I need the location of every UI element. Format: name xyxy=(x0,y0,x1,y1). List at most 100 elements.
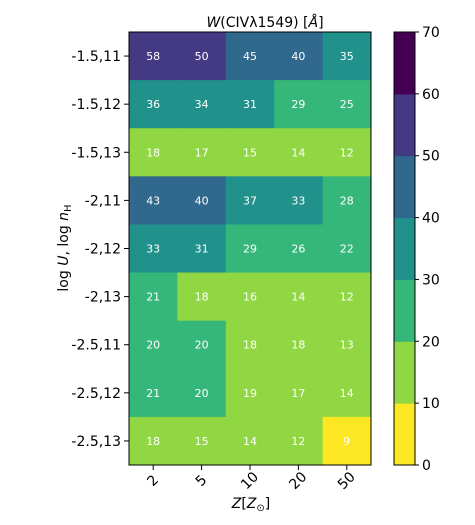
heatmap-cell xyxy=(274,272,324,322)
heatmap-cell xyxy=(177,272,227,322)
heatmap-cell xyxy=(129,320,178,370)
heatmap-cell xyxy=(129,176,178,225)
heatmap-cell xyxy=(129,224,178,274)
colorbar-tick-label: 0 xyxy=(422,458,431,474)
y-tick-label: -2.5,13 xyxy=(71,434,121,450)
cell-value-label: 13 xyxy=(340,339,354,352)
cell-value-label: 20 xyxy=(195,387,209,400)
colorbar-tick-label: 30 xyxy=(422,272,440,288)
heatmap-cell xyxy=(322,128,372,177)
y-tick-label: -2.5,11 xyxy=(71,338,121,354)
heatmap-cell xyxy=(274,368,324,418)
heatmap-cell xyxy=(322,320,372,370)
heatmap-cell xyxy=(177,224,227,274)
colorbar-tick-label: 70 xyxy=(422,25,440,41)
colorbar-bin xyxy=(394,279,415,342)
heatmap-cell xyxy=(225,80,275,129)
heatmap-cell xyxy=(129,128,178,177)
heatmap-cell xyxy=(274,224,324,274)
cell-value-label: 36 xyxy=(146,98,160,111)
heatmap-cell xyxy=(177,128,227,177)
heatmap-cell xyxy=(322,368,372,418)
cell-value-label: 19 xyxy=(243,387,257,400)
cell-value-label: 43 xyxy=(146,194,160,207)
heatmap-cell xyxy=(177,32,227,81)
cell-value-label: 18 xyxy=(195,291,209,304)
heatmap-cell xyxy=(129,368,178,418)
heatmap-cell xyxy=(225,320,275,370)
cell-value-label: 29 xyxy=(291,98,305,111)
colorbar-bin xyxy=(394,403,415,466)
cell-value-label: 21 xyxy=(146,387,160,400)
y-tick-label: -2,11 xyxy=(85,193,121,209)
cell-value-label: 16 xyxy=(243,291,257,304)
heatmap-cell xyxy=(322,80,372,129)
cell-value-label: 31 xyxy=(243,98,257,111)
y-tick-label: -2,13 xyxy=(85,290,121,306)
colorbar: 0 10 20 30 40 50 60 70 xyxy=(393,25,440,474)
x-tick-label: 50 xyxy=(335,469,359,493)
y-tick-label: -1.5,11 xyxy=(71,49,121,65)
cell-value-label: 14 xyxy=(243,435,257,448)
heatmap-cell xyxy=(322,224,372,274)
heatmap-cell xyxy=(322,416,372,466)
cell-value-label: 18 xyxy=(291,339,305,352)
heatmap-cell xyxy=(225,368,275,418)
heatmap-cell xyxy=(225,32,275,81)
heatmap-cell xyxy=(129,416,178,466)
cell-value-label: 14 xyxy=(340,387,354,400)
chart-title: W(CIVλ1549) [Å] xyxy=(206,14,323,31)
colorbar-bin xyxy=(394,93,415,157)
cell-value-label: 18 xyxy=(243,339,257,352)
x-axis-label: Z[Z⊙] xyxy=(231,496,271,514)
heatmap-cell xyxy=(225,128,275,177)
y-axis: -1.5,11 -1.5,12 -1.5,13 -2,11 -2,12 -2,13 -2.5… xyxy=(71,49,129,450)
cell-value-label: 22 xyxy=(340,243,354,256)
cell-value-label: 15 xyxy=(243,146,257,159)
cell-value-label: 50 xyxy=(195,50,209,63)
cell-value-label: 40 xyxy=(195,194,209,207)
y-axis-label: log U, log nH xyxy=(56,204,74,291)
cell-value-label: 25 xyxy=(340,98,354,111)
cell-value-label: 14 xyxy=(291,291,305,304)
heatmap-cell xyxy=(322,32,372,81)
y-tick-label: -1.5,12 xyxy=(71,97,121,113)
cell-value-label: 20 xyxy=(146,339,160,352)
heatmap-cell xyxy=(274,320,324,370)
cell-value-label: 29 xyxy=(243,243,257,256)
colorbar-tick-label: 60 xyxy=(422,87,440,103)
heatmap-cell xyxy=(225,224,275,274)
cell-value-label: 35 xyxy=(340,50,354,63)
heatmap-cell xyxy=(177,320,227,370)
heatmap-cell xyxy=(274,80,324,129)
cell-value-label: 58 xyxy=(146,50,160,63)
cell-value-label: 21 xyxy=(146,291,160,304)
heatmap-cell xyxy=(322,176,372,225)
colorbar-tick-label: 40 xyxy=(422,211,440,227)
cell-value-label: 12 xyxy=(291,435,305,448)
colorbar-bin xyxy=(394,32,415,95)
cell-value-label: 20 xyxy=(195,339,209,352)
colorbar-tick-label: 20 xyxy=(422,334,440,350)
heatmap-cell xyxy=(274,416,324,466)
colorbar-tick-label: 10 xyxy=(422,396,440,412)
colorbar-bin xyxy=(394,155,415,219)
heatmap-cell xyxy=(177,176,227,225)
cell-value-label: 31 xyxy=(195,243,209,256)
cell-value-label: 40 xyxy=(291,50,305,63)
heatmap-cells: 58 50 45 40 35 36 34 31 29 25 18 17 15 14 12 43 40 37 33 28… xyxy=(129,32,372,466)
heatmap-cell xyxy=(129,32,178,81)
heatmap-cell xyxy=(322,272,372,322)
cell-value-label: 33 xyxy=(291,194,305,207)
y-tick-label: -1.5,13 xyxy=(71,145,121,161)
cell-value-label: 12 xyxy=(340,291,354,304)
cell-value-label: 17 xyxy=(291,387,305,400)
cell-value-label: 17 xyxy=(195,146,209,159)
heatmap-cell xyxy=(225,272,275,322)
cell-value-label: 33 xyxy=(146,243,160,256)
heatmap-cell xyxy=(129,272,178,322)
cell-value-label: 15 xyxy=(195,435,209,448)
cell-value-label: 34 xyxy=(195,98,209,111)
heatmap-cell xyxy=(274,32,324,81)
